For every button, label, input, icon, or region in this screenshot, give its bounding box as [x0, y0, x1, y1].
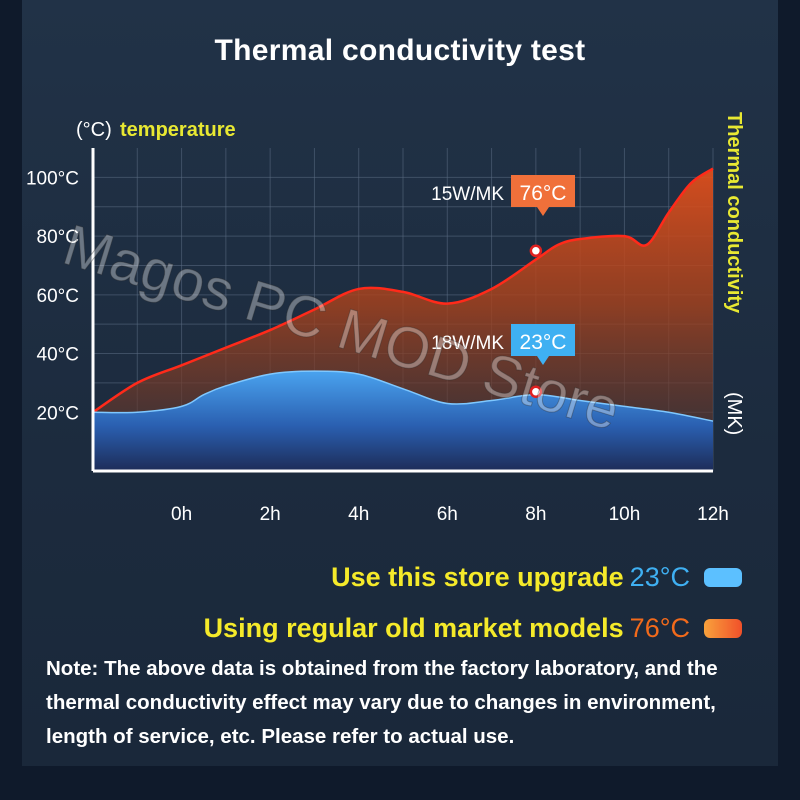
y2-axis-title: Thermal conductivity: [723, 112, 745, 314]
legend-item-upgrade: Use this store upgrade 23°C: [331, 562, 742, 593]
annotation-label: 15W/MK: [431, 184, 504, 205]
y-tick-label: 100°C: [26, 168, 79, 189]
legend-label-upgrade: Use this store upgrade: [331, 562, 624, 592]
chart-title: Thermal conductivity test: [214, 34, 586, 67]
x-tick-label: 10h: [609, 504, 641, 525]
y-axis-title: temperature: [120, 119, 236, 141]
annotation-label: 18W/MK: [431, 333, 504, 354]
x-tick-label: 2h: [260, 504, 281, 525]
legend-value-upgrade: 23°C: [629, 562, 690, 592]
x-tick-label: 4h: [348, 504, 369, 525]
x-tick-label: 0h: [171, 504, 192, 525]
legend-swatch-orange: [704, 619, 742, 638]
series-area-upgrade: [93, 371, 713, 471]
legend-item-regular: Using regular old market models 76°C: [204, 613, 742, 644]
y-axis-unit: (°C): [76, 119, 112, 141]
y-tick-label: 20°C: [37, 403, 79, 424]
legend-value-regular: 76°C: [629, 613, 690, 643]
legend-label-regular: Using regular old market models: [203, 613, 624, 643]
x-tick-label: 12h: [697, 504, 729, 525]
y-tick-label: 80°C: [37, 227, 79, 248]
series-area-regular-line: [92, 167, 714, 414]
annotation-badge: [511, 324, 575, 365]
annotation-value: 23°C: [520, 331, 567, 354]
series-area-upgrade-line: [92, 370, 714, 422]
annotation-badge: [511, 175, 575, 216]
y-tick-label: 60°C: [37, 286, 79, 307]
disclaimer-note: Note: The above data is obtained from th…: [46, 657, 718, 748]
x-tick-label: 8h: [525, 504, 546, 525]
annotation-point: [529, 244, 543, 258]
x-tick-label: 6h: [437, 504, 458, 525]
y-tick-label: 40°C: [37, 345, 79, 366]
annotation-value: 76°C: [520, 182, 567, 205]
y2-axis-unit: (MK): [723, 392, 745, 435]
annotation-point: [529, 385, 543, 398]
legend-swatch-blue: [704, 568, 742, 587]
